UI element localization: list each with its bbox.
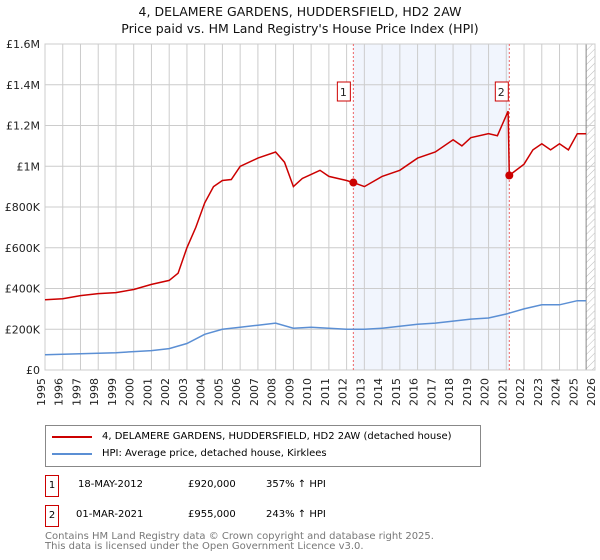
- x-tick-label: 2025: [567, 378, 580, 406]
- legend-item-property: 4, DELAMERE GARDENS, HUDDERSFIELD, HD2 2…: [52, 431, 452, 442]
- transaction-price: £955,000: [188, 509, 236, 520]
- x-tick-label: 2021: [496, 378, 509, 406]
- x-tick-label: 2015: [390, 378, 403, 406]
- y-tick-label: £0: [26, 364, 40, 377]
- chart-title: 4, DELAMERE GARDENS, HUDDERSFIELD, HD2 2…: [138, 4, 462, 19]
- blue-line-swatch: [52, 452, 92, 455]
- x-tick-label: 1997: [70, 378, 83, 406]
- x-tick-label: 2020: [479, 378, 492, 406]
- price-chart: £0 £200K £400K £600K £800K £1M £1.2M £1.4M £1.6M…: [5, 38, 598, 406]
- red-line-swatch: [52, 435, 92, 438]
- transaction-price: £920,000: [188, 479, 236, 490]
- property-price-line: [44, 110, 587, 301]
- y-tick-label: £1.6M: [6, 38, 40, 51]
- footer: Contains HM Land Registry data © Crown c…: [45, 532, 434, 552]
- x-tick-label: 1996: [53, 378, 66, 406]
- sale-marker-label: 1: [340, 86, 347, 99]
- x-tick-label: 2011: [319, 378, 332, 406]
- x-tick-label: 2000: [124, 378, 137, 406]
- y-tick-label: £600K: [5, 242, 41, 255]
- x-tick-label: 2024: [550, 378, 563, 406]
- sale-point: [505, 171, 514, 180]
- legend-item-hpi: HPI: Average price, detached house, Kirk…: [52, 448, 327, 459]
- x-tick-label: 2004: [195, 378, 208, 406]
- x-tick-label: 2008: [266, 378, 279, 406]
- x-tick-label: 2010: [301, 378, 314, 406]
- transaction-hpi: 243% ↑ HPI: [266, 509, 326, 520]
- transaction-date: 18-MAY-2012: [78, 479, 144, 490]
- x-tick-label: 2002: [159, 378, 172, 406]
- x-tick-label: 2016: [408, 378, 421, 406]
- chart-subtitle: Price paid vs. HM Land Registry's House …: [121, 21, 479, 36]
- x-tick-label: 2005: [212, 378, 225, 406]
- x-tick-label: 2026: [585, 378, 598, 406]
- y-tick-label: £1M: [17, 160, 41, 173]
- x-tick-label: 1999: [106, 378, 119, 406]
- x-tick-label: 2017: [425, 378, 438, 406]
- footer-licence: This data is licensed under the Open Gov…: [45, 541, 364, 552]
- sale-point: [349, 178, 358, 187]
- legend-label-hpi: HPI: Average price, detached house, Kirk…: [102, 448, 327, 459]
- legend: 4, DELAMERE GARDENS, HUDDERSFIELD, HD2 2…: [45, 425, 481, 467]
- x-tick-label: 2013: [354, 378, 367, 406]
- transaction-badge: 1: [45, 475, 59, 497]
- plot-border: [44, 43, 596, 371]
- y-tick-label: £1.2M: [6, 120, 40, 133]
- footer-copyright: Contains HM Land Registry data © Crown c…: [45, 531, 434, 542]
- x-tick-label: 2012: [337, 378, 350, 406]
- transaction-badge: 2: [45, 505, 59, 527]
- sale-marker-badge: [494, 81, 509, 102]
- y-tick-label: £200K: [5, 323, 41, 336]
- transaction-date: 01-MAR-2021: [76, 509, 144, 520]
- x-tick-label: 1995: [35, 378, 48, 406]
- x-tick-label: 2023: [532, 378, 545, 406]
- x-tick-label: 2006: [230, 378, 243, 406]
- x-tick-label: 1998: [88, 378, 101, 406]
- hpi-line: [44, 299, 587, 356]
- x-tick-label: 2018: [443, 378, 456, 406]
- x-tick-label: 2007: [248, 378, 261, 406]
- x-tick-label: 2022: [514, 378, 527, 406]
- x-tick-label: 2001: [141, 378, 154, 406]
- x-tick-label: 2009: [283, 378, 296, 406]
- legend-label-property: 4, DELAMERE GARDENS, HUDDERSFIELD, HD2 2…: [102, 431, 452, 442]
- y-tick-label: £400K: [5, 283, 41, 296]
- sale-marker-label: 2: [498, 86, 505, 99]
- y-tick-label: £1.4M: [6, 79, 40, 92]
- sale-marker-badge: [336, 81, 351, 102]
- x-tick-label: 2019: [461, 378, 474, 406]
- transaction-hpi: 357% ↑ HPI: [266, 479, 326, 490]
- x-tick-label: 2014: [372, 378, 385, 406]
- x-tick-label: 2003: [177, 378, 190, 406]
- y-tick-label: £800K: [5, 201, 41, 214]
